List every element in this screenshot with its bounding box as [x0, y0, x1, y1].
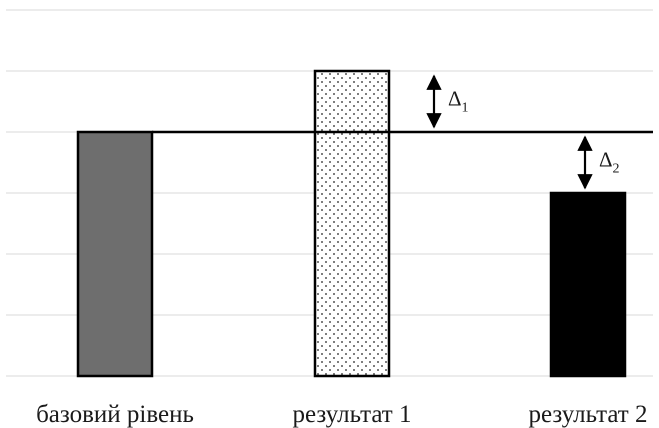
delta-annotations: Δ1 Δ2 — [426, 74, 620, 190]
category-label-3: результат 2 — [529, 401, 648, 428]
category-label-2: результат 1 — [293, 401, 412, 428]
bar-3 — [549, 191, 627, 378]
delta-2-label: Δ2 — [599, 148, 620, 177]
bars — [76, 69, 627, 378]
category-label-1: базовий рівень — [36, 401, 194, 428]
category-labels: базовий рівень результат 1 результат 2 — [36, 401, 647, 428]
bar-2 — [313, 69, 391, 378]
bar-1 — [76, 130, 154, 378]
delta-1-label: Δ1 — [448, 87, 469, 116]
